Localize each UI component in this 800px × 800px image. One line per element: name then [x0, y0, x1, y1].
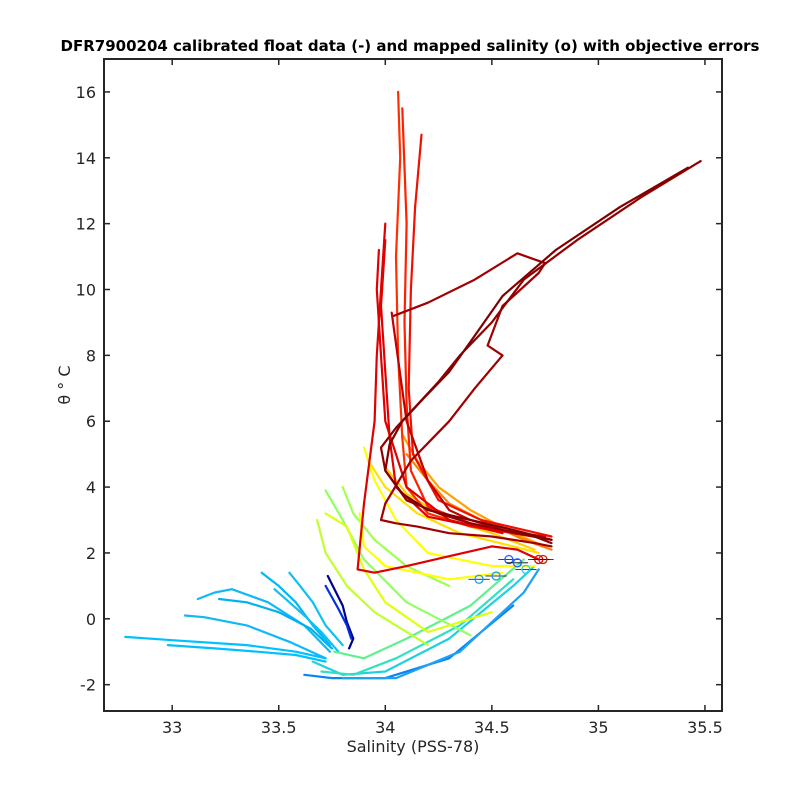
- x-tick-label: 34: [375, 718, 395, 737]
- profile-line-19: [362, 446, 536, 568]
- plot-area: [104, 59, 722, 711]
- profile-line-1: [324, 584, 353, 640]
- x-tick-label: 35: [588, 718, 608, 737]
- profile-line-3: [341, 568, 540, 680]
- mapped-salinity-point-1: [538, 554, 548, 565]
- mapped-points-group: [468, 554, 554, 584]
- profile-line-20: [358, 512, 504, 581]
- x-axis-label: Salinity (PSS-78): [347, 737, 480, 756]
- profile-line-15: [324, 489, 472, 637]
- profile-line-32: [379, 252, 553, 548]
- profile-line-29: [375, 248, 504, 535]
- mapped-salinity-point-5: [474, 574, 484, 584]
- profile-line-14: [333, 558, 525, 660]
- x-tick-label: 33.5: [261, 718, 297, 737]
- profile-line-4: [124, 635, 327, 660]
- y-tick-label: 4: [86, 478, 96, 497]
- mapped-salinity-point-4: [491, 571, 501, 581]
- profile-line-11: [273, 588, 340, 653]
- y-tick-label: 12: [76, 215, 96, 234]
- profile-line-5: [166, 643, 327, 663]
- profile-line-21: [367, 459, 540, 555]
- profile-line-34: [384, 166, 690, 541]
- chart-title: DFR7900204 calibrated float data (-) and…: [61, 37, 760, 55]
- y-tick-label: 6: [86, 412, 96, 431]
- x-axis: 33 33.5 34 34.5 35 35.5: [162, 59, 723, 737]
- profile-line-30: [356, 222, 540, 574]
- x-tick-label: 34.5: [474, 718, 510, 737]
- series-group: [124, 90, 702, 680]
- y-tick-label: 8: [86, 346, 96, 365]
- profile-line-17: [316, 518, 429, 647]
- y-axis: -2 0 2 4 6 8 10 12 14 16: [76, 83, 722, 695]
- profile-line-0: [326, 574, 355, 650]
- profile-line-33: [379, 160, 702, 545]
- profile-line-18: [324, 512, 493, 634]
- profile-line-13: [320, 578, 515, 676]
- mapped-salinity-point-6: [521, 564, 531, 575]
- x-tick-label: 35.5: [687, 718, 723, 737]
- mapped-salinity-point-2: [504, 554, 514, 565]
- profile-line-7: [196, 588, 331, 653]
- mapped-salinity-point-3: [512, 558, 523, 568]
- y-tick-label: 0: [86, 610, 96, 629]
- profile-line-6: [183, 614, 327, 660]
- profile-line-9: [260, 571, 331, 647]
- x-tick-label: 33: [162, 718, 182, 737]
- profile-line-10: [288, 571, 344, 647]
- y-tick-label: 16: [76, 83, 96, 102]
- plot-frame: [103, 58, 723, 712]
- y-tick-label: -2: [80, 676, 96, 695]
- profile-line-27: [407, 133, 553, 538]
- y-axis-label: θ ° C: [55, 365, 74, 404]
- y-tick-label: 2: [86, 544, 96, 563]
- y-tick-label: 14: [76, 149, 96, 168]
- y-tick-label: 10: [76, 281, 96, 300]
- profile-line-8: [218, 597, 334, 650]
